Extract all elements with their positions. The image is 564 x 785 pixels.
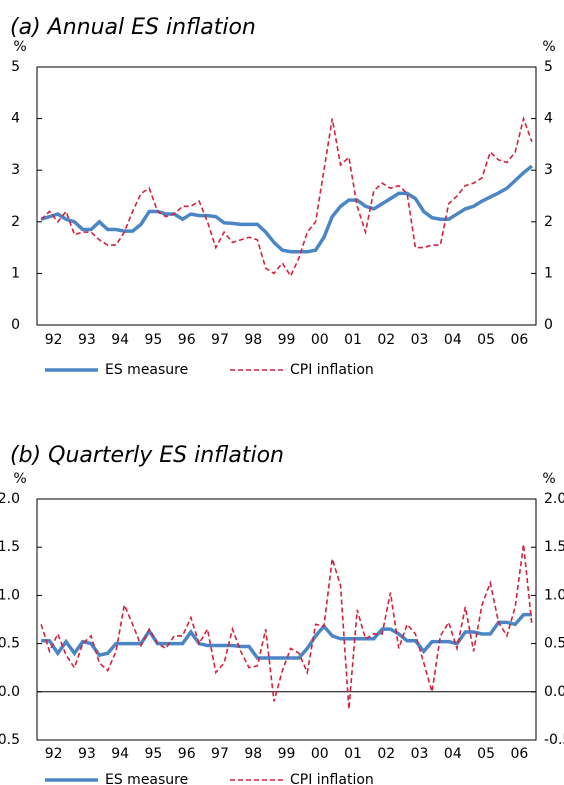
y-axis-label: %	[13, 39, 26, 55]
legend-label: ES measure	[105, 772, 188, 785]
y2-tick-label: 5	[544, 59, 553, 75]
x-tick-label: 92	[45, 332, 63, 348]
y-tick-label: 1.5	[0, 539, 20, 555]
y-axis-label: %	[13, 471, 26, 487]
x-tick-label: 06	[510, 332, 528, 348]
x-tick-label: 92	[45, 746, 63, 762]
x-tick-label: 01	[344, 332, 362, 348]
y-tick-label: 1	[11, 265, 20, 281]
legend-label: CPI inflation	[290, 362, 374, 378]
x-tick-label: 98	[244, 332, 262, 348]
chart-title: (a) Annual ES inflation	[10, 15, 256, 40]
x-tick-label: 05	[477, 746, 495, 762]
y-tick-label: 0.5	[0, 636, 20, 652]
x-tick-label: 97	[211, 746, 229, 762]
x-tick-label: 93	[78, 746, 96, 762]
data-line	[40, 544, 533, 710]
x-tick-label: 02	[377, 746, 395, 762]
data-line	[40, 115, 533, 278]
y2-axis-label: %	[542, 471, 555, 487]
x-tick-label: 99	[278, 746, 296, 762]
x-tick-label: 06	[510, 746, 528, 762]
legend-label: ES measure	[105, 362, 188, 378]
x-tick-label: 03	[411, 332, 429, 348]
y2-tick-label: 3	[544, 162, 553, 178]
x-tick-label: 94	[111, 746, 129, 762]
plot-frame	[36, 498, 537, 741]
y-tick-label: -0.5	[0, 732, 20, 748]
x-tick-label: 03	[411, 746, 429, 762]
data-line	[41, 612, 532, 660]
x-tick-label: 04	[444, 332, 462, 348]
plot-frame	[36, 66, 537, 326]
x-tick-label: 01	[344, 746, 362, 762]
y2-tick-label: 1	[544, 265, 553, 281]
x-tick-label: 94	[111, 332, 129, 348]
y-tick-label: 0.0	[0, 684, 20, 700]
y-tick-label: 2	[11, 214, 20, 230]
y2-axis-label: %	[542, 39, 555, 55]
legend-label: CPI inflation	[290, 772, 374, 785]
y-tick-label: 4	[11, 111, 20, 127]
y-tick-label: 0	[11, 317, 20, 333]
x-tick-label: 96	[178, 332, 196, 348]
x-tick-label: 00	[311, 332, 329, 348]
y2-tick-label: 0	[544, 317, 553, 333]
y-tick-label: 1.0	[0, 587, 20, 603]
x-tick-label: 95	[145, 746, 163, 762]
y2-tick-label: 4	[544, 111, 553, 127]
x-tick-label: 98	[244, 746, 262, 762]
x-tick-label: 02	[377, 332, 395, 348]
y2-tick-label: 1.0	[544, 587, 564, 603]
y2-tick-label: -0.5	[544, 732, 564, 748]
chart-title: (b) Quarterly ES inflation	[10, 443, 284, 468]
y2-tick-label: 2.0	[544, 491, 564, 507]
y-tick-label: 5	[11, 59, 20, 75]
x-tick-label: 95	[145, 332, 163, 348]
x-tick-label: 05	[477, 332, 495, 348]
x-tick-label: 00	[311, 746, 329, 762]
y-tick-label: 3	[11, 162, 20, 178]
x-tick-label: 04	[444, 746, 462, 762]
y-tick-label: 2.0	[0, 491, 20, 507]
x-tick-label: 99	[278, 332, 296, 348]
y2-tick-label: 0.5	[544, 636, 564, 652]
x-tick-label: 93	[78, 332, 96, 348]
y2-tick-label: 0.0	[544, 684, 564, 700]
x-tick-label: 97	[211, 332, 229, 348]
y2-tick-label: 1.5	[544, 539, 564, 555]
y2-tick-label: 2	[544, 214, 553, 230]
x-tick-label: 96	[178, 746, 196, 762]
data-line	[40, 164, 533, 254]
